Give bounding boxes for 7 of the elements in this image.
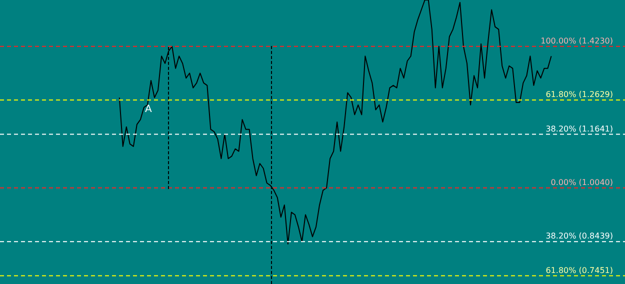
- text: 61.80% (0.7451): [546, 266, 613, 275]
- annotation: 0.00% (1.0040): [550, 178, 613, 187]
- annotation: 100.00% (1.4230): [540, 36, 613, 46]
- annotation: 61.80% (1.2629): [546, 90, 613, 100]
- annotation: A: [145, 104, 152, 115]
- annotation: 38.20% (1.1641): [546, 124, 613, 134]
- annotation: 38.20% (0.8439): [546, 232, 613, 241]
